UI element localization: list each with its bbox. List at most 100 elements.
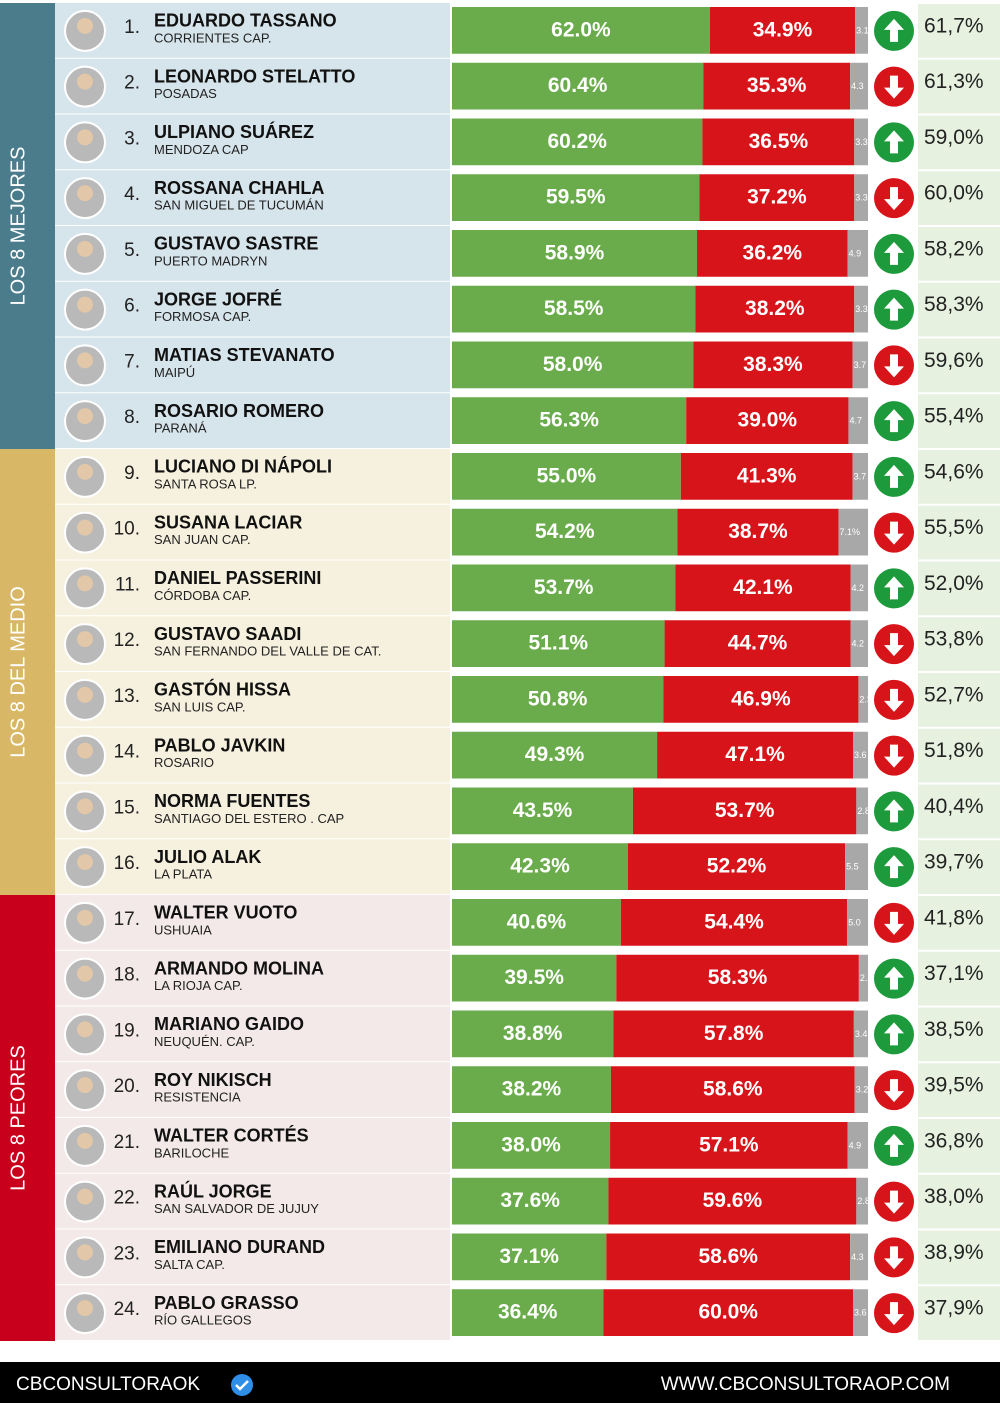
rank: 22. — [114, 1188, 140, 1209]
previous-cell — [918, 561, 1000, 616]
rank: 23. — [114, 1243, 140, 1264]
negative-label: 38.2% — [745, 297, 805, 320]
photo-head — [77, 854, 93, 871]
name: EDUARDO TASSANO — [154, 11, 337, 31]
negative-bar — [610, 1066, 855, 1113]
no-answer-label: 7.1% — [839, 527, 860, 537]
photo-head — [77, 1244, 93, 1261]
previous-value: 52,7% — [924, 683, 984, 706]
rank: 8. — [124, 407, 140, 428]
previous-cell — [918, 1007, 1000, 1062]
negative-bar — [606, 1233, 851, 1281]
rank: 20. — [114, 1076, 140, 1097]
negative-label: 46.9% — [731, 687, 791, 710]
rank: 16. — [114, 853, 140, 874]
name: PABLO GRASSO — [154, 1293, 299, 1313]
previous-cell — [918, 1174, 1000, 1229]
negative-bar — [610, 1122, 848, 1169]
previous-value: 60,0% — [924, 182, 984, 205]
city: LA RIOJA CAP. — [154, 978, 243, 993]
city: SAN MIGUEL DE TUCUMÁN — [154, 198, 324, 213]
no-answer-label: 3.1 — [856, 25, 869, 35]
rank: 1. — [124, 17, 140, 38]
city: MAIPÚ — [154, 365, 195, 380]
negative-bar — [703, 62, 851, 110]
previous-value: 55,4% — [924, 405, 984, 428]
city: RÍO GALLEGOS — [154, 1313, 252, 1328]
no-answer-label: 3.3 — [855, 304, 868, 314]
group-band — [0, 3, 55, 449]
city: SAN FERNANDO DEL VALLE DE CAT. — [154, 644, 381, 659]
previous-cell — [918, 394, 1000, 448]
previous-value: 61,3% — [924, 70, 984, 93]
previous-value: 51,8% — [924, 739, 984, 762]
previous-cell — [918, 673, 1000, 727]
previous-value: 36,8% — [924, 1129, 984, 1152]
footer-handle: CBCONSULTORAOK — [16, 1374, 200, 1395]
photo-head — [77, 352, 93, 369]
previous-cell — [918, 617, 1000, 671]
negative-bar — [702, 118, 855, 166]
trend-arrow — [884, 130, 904, 154]
name: ROSARIO ROMERO — [154, 401, 324, 421]
previous-cell — [918, 171, 1000, 225]
positive-label: 38.0% — [501, 1133, 561, 1156]
no-answer-bar — [847, 899, 868, 946]
trend-arrow — [884, 354, 904, 378]
city: LA PLATA — [154, 867, 212, 882]
photo-head — [77, 742, 93, 759]
negative-bar — [680, 453, 853, 500]
positive-label: 60.2% — [547, 130, 607, 153]
no-answer-label: 4.2 — [852, 583, 865, 593]
positive-label: 51.1% — [529, 632, 589, 655]
negative-label: 58.6% — [698, 1245, 758, 1268]
rank: 3. — [124, 128, 140, 149]
photo-head — [77, 463, 93, 480]
trend-arrow — [884, 799, 904, 823]
city: RESISTENCIA — [154, 1090, 241, 1105]
name: ROSSANA CHAHLA — [154, 178, 324, 198]
photo-head — [77, 129, 93, 146]
no-answer-bar — [847, 230, 868, 277]
photo-head — [77, 575, 93, 592]
no-answer-bar — [850, 620, 868, 667]
photo-head — [77, 798, 93, 815]
no-answer-bar — [848, 397, 868, 444]
trend-arrow — [884, 1246, 904, 1270]
city: BARILOCHE — [154, 1145, 229, 1160]
positive-bar — [452, 1233, 607, 1281]
no-answer-bar — [850, 1233, 868, 1281]
previous-value: 37,9% — [924, 1297, 984, 1320]
rank: 15. — [114, 797, 140, 818]
trend-arrow — [884, 241, 904, 265]
previous-cell — [918, 282, 1000, 337]
trend-arrow — [884, 633, 904, 657]
photo-head — [77, 631, 93, 648]
photo-head — [77, 686, 93, 703]
no-answer-label: 3.4 — [855, 1029, 868, 1039]
no-answer-bar — [854, 285, 868, 333]
previous-cell — [918, 784, 1000, 839]
no-answer-label: 2.2 — [860, 973, 873, 983]
positive-bar — [452, 843, 628, 890]
previous-value: 58,3% — [924, 293, 984, 316]
previous-value: 41,8% — [924, 906, 984, 929]
negative-bar — [699, 174, 855, 221]
no-answer-bar — [856, 787, 868, 835]
trend-arrow — [884, 1022, 904, 1046]
previous-value: 59,0% — [924, 126, 984, 149]
no-answer-bar — [853, 1010, 868, 1058]
positive-label: 38.2% — [502, 1078, 562, 1101]
rank: 5. — [124, 240, 140, 261]
previous-cell — [918, 1286, 1000, 1340]
positive-bar — [452, 731, 658, 779]
positive-bar — [452, 118, 703, 166]
no-answer-label: 4.3 — [851, 81, 864, 91]
previous-value: 40,4% — [924, 795, 984, 818]
negative-bar — [616, 954, 859, 1002]
positive-label: 58.5% — [544, 297, 604, 320]
negative-label: 58.3% — [708, 966, 768, 989]
negative-label: 47.1% — [725, 743, 785, 766]
trend-arrow — [884, 1190, 904, 1214]
no-answer-label: 3.7 — [854, 471, 867, 481]
